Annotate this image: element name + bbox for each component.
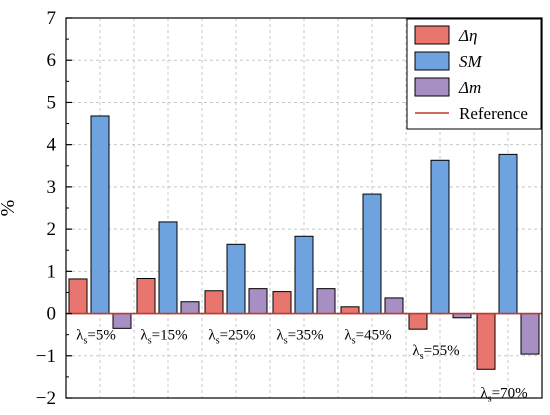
bar-sm-6	[430, 159, 450, 315]
bar-delta-eta-4	[272, 291, 292, 315]
bar-sm-3	[226, 243, 246, 315]
bar-delta-m-5	[384, 297, 404, 315]
bar-delta-m-4	[316, 288, 336, 315]
bar-delta-eta-5	[340, 306, 360, 315]
legend-swatch	[414, 25, 450, 45]
bar-delta-m-1	[112, 313, 132, 329]
category-label-7: λs=70%	[480, 385, 527, 404]
category-label-5: λs=45%	[344, 328, 391, 347]
legend-label-reference: Reference	[459, 104, 528, 123]
legend-label: Δη	[458, 26, 477, 45]
bar-sm-2	[158, 221, 178, 315]
y-axis-label: %	[0, 200, 19, 217]
y-tick-label: 7	[47, 8, 57, 29]
bar-delta-m-2	[180, 301, 200, 315]
bar-delta-eta-3	[204, 290, 224, 315]
legend-swatch	[414, 51, 450, 71]
bar-delta-m-7	[520, 313, 540, 355]
bar-delta-eta-6	[408, 313, 428, 330]
legend-label: Δm	[458, 78, 481, 97]
legend-label: SM	[459, 52, 483, 71]
bar-sm-5	[362, 193, 382, 315]
bar-delta-m-3	[248, 288, 268, 315]
bar-delta-eta-2	[136, 278, 156, 315]
bar-sm-7	[498, 153, 518, 315]
bar-sm-4	[294, 235, 314, 315]
y-tick-label: −2	[36, 388, 56, 409]
legend: Δη SM Δm Reference	[406, 18, 542, 130]
category-label-1: λs=5%	[76, 328, 116, 347]
y-tick-label: −1	[36, 346, 56, 367]
y-tick-label: 5	[47, 92, 57, 113]
y-axis: −2 −1 0 1 2 3 4 5 6 7	[36, 8, 72, 409]
y-tick-label: 2	[47, 219, 57, 240]
bar-delta-eta-1	[68, 278, 88, 315]
y-tick-label: 1	[47, 261, 57, 282]
category-label-2: λs=15%	[140, 328, 187, 347]
bar-delta-eta-7	[476, 313, 496, 370]
y-tick-label: 0	[47, 304, 57, 325]
y-tick-label: 6	[47, 50, 57, 71]
bar-sm-1	[90, 115, 110, 315]
category-labels: λs=5% λs=15% λs=25% λs=35% λs=45% λs=55% λs=70…	[76, 328, 527, 405]
y-tick-label: 4	[47, 135, 57, 156]
y-tick-label: 3	[47, 177, 57, 198]
category-label-4: λs=35%	[276, 328, 323, 347]
legend-swatch	[414, 77, 450, 97]
category-label-6: λs=55%	[412, 343, 459, 362]
category-label-3: λs=25%	[208, 328, 255, 347]
